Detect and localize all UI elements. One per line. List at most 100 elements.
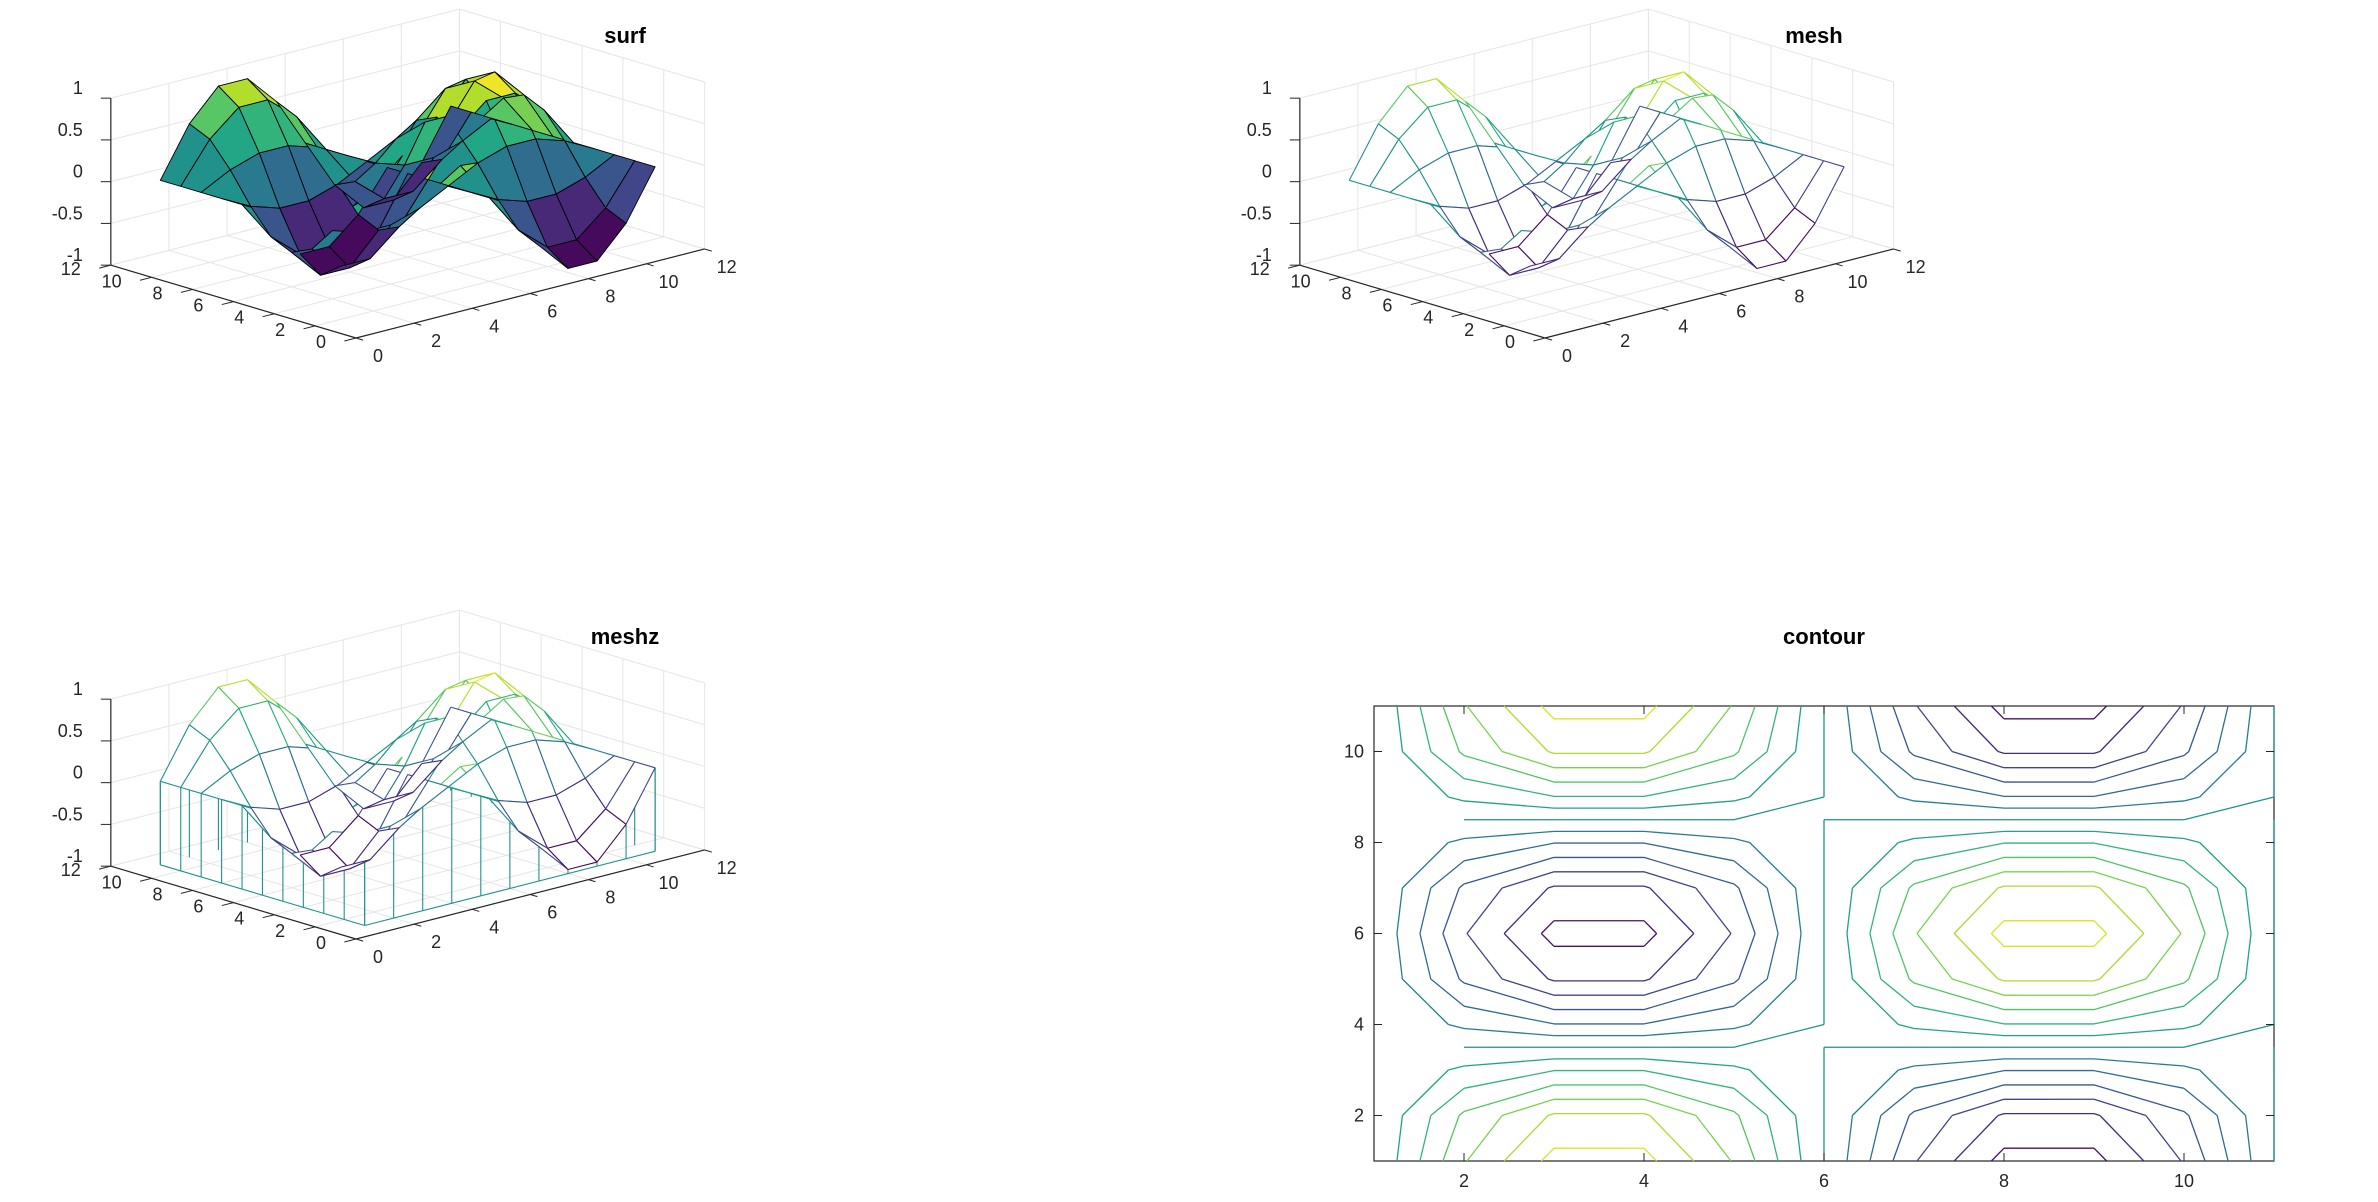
contour-segment xyxy=(1463,1005,1555,1025)
x-tick-label: 4 xyxy=(489,917,499,937)
y-tick xyxy=(139,877,152,882)
mesh-edge xyxy=(1558,226,1589,260)
x-tick-label: 2 xyxy=(1620,331,1630,351)
y-tick xyxy=(1410,301,1423,306)
contour-segment xyxy=(1547,978,1555,982)
mesh-edge xyxy=(462,718,493,743)
contour-segment xyxy=(1649,933,1695,980)
mesh-edge xyxy=(1712,94,1743,137)
mesh-edge xyxy=(477,746,507,765)
mesh-edge xyxy=(296,717,327,751)
contour-segment xyxy=(1649,1115,1695,1162)
mesh-edge xyxy=(1721,129,1743,137)
contour-segment xyxy=(1913,1027,2005,1037)
mesh-face xyxy=(1427,99,1478,154)
contour-level xyxy=(1466,705,2182,1162)
contour-segment xyxy=(1892,933,1910,980)
contour-segment xyxy=(2093,978,2101,982)
mesh-edge xyxy=(1715,201,1738,248)
x-tick-label: 8 xyxy=(1794,287,1804,307)
z-tick-label: -0.5 xyxy=(52,203,83,223)
y-tick-label: 4 xyxy=(1354,1015,1364,1035)
contour-segment xyxy=(1913,982,2005,1011)
x-tick xyxy=(355,938,364,942)
mesh-edge xyxy=(1604,88,1635,121)
contour-segment xyxy=(1913,1005,2005,1025)
contour-segment xyxy=(1733,978,1768,1007)
mesh-edge xyxy=(1564,162,1594,166)
mesh-edge xyxy=(1468,200,1498,209)
x-tick-label: 10 xyxy=(658,272,678,292)
mesh-edge xyxy=(1637,162,1667,187)
contour-segment xyxy=(1913,754,2005,783)
surf-surface xyxy=(159,71,656,276)
mesh-edge xyxy=(1509,265,1531,276)
mesh-face xyxy=(1378,86,1428,140)
contour-segment xyxy=(1547,885,1555,889)
y-tick-label: 4 xyxy=(234,909,244,929)
mesh-edge xyxy=(1509,267,1539,276)
contour-segment xyxy=(2183,796,2200,802)
mesh-edge xyxy=(1480,251,1510,276)
mesh-face xyxy=(1419,153,1469,209)
contour-segment xyxy=(2093,1058,2185,1067)
mesh-face xyxy=(305,744,356,786)
mesh-edge xyxy=(1785,222,1816,262)
mesh-face xyxy=(201,770,251,808)
mesh-edge xyxy=(547,840,577,849)
contour-segment xyxy=(2183,1087,2218,1117)
mesh-edge xyxy=(491,718,513,726)
contour-segment xyxy=(1913,1069,2005,1089)
mesh-face xyxy=(1672,98,1722,131)
contour-segment xyxy=(1501,978,1555,996)
contour-segment xyxy=(1733,978,1740,984)
mesh-edge xyxy=(526,802,549,849)
mesh-edge xyxy=(320,868,350,877)
mesh-edge xyxy=(489,798,519,832)
mesh-edge xyxy=(523,695,545,712)
mesh-edge xyxy=(1543,162,1565,182)
mesh-edge xyxy=(296,717,318,749)
contour-level xyxy=(1466,705,2182,1162)
mesh-face xyxy=(576,808,627,863)
chart-title: meshz xyxy=(591,624,659,649)
contour-segment xyxy=(1951,978,2005,996)
mesh-edge xyxy=(1369,138,1400,187)
contour-segment xyxy=(1463,856,1555,885)
contour-segment xyxy=(1851,751,1899,798)
z-tick-label: 0 xyxy=(1262,162,1272,182)
mesh-edge xyxy=(188,686,219,726)
x-tick-label: 2 xyxy=(1459,1171,1469,1191)
mesh-edge xyxy=(250,806,280,810)
contour-segment xyxy=(1913,778,2005,798)
mesh-edge xyxy=(1692,97,1722,131)
contour-segment xyxy=(1733,750,1768,780)
mesh-face xyxy=(288,746,338,802)
contour-segment xyxy=(1643,933,1658,947)
mesh-edge xyxy=(1753,140,1775,178)
y-tick-label: 2 xyxy=(1464,320,1474,340)
contour-segment xyxy=(1396,1115,1404,1162)
mesh-edge xyxy=(1692,94,1714,99)
mesh-edge xyxy=(555,794,578,842)
x-tick-label: 8 xyxy=(605,888,615,908)
mesh-edge xyxy=(1663,71,1685,82)
mesh-edge xyxy=(1707,229,1729,247)
mesh-edge xyxy=(258,753,281,810)
mesh-edge xyxy=(159,724,190,782)
contour-segment xyxy=(1990,1147,2005,1162)
mesh-edge xyxy=(218,686,240,709)
contour-segment xyxy=(2145,933,2182,980)
contour-segment xyxy=(2183,837,2200,844)
mesh-edge xyxy=(1389,169,1420,193)
contour-segment xyxy=(1540,933,1555,947)
x-tick-label: 2 xyxy=(431,331,441,351)
mesh-face xyxy=(189,687,239,741)
mesh-edge xyxy=(1663,80,1693,99)
surface-patch xyxy=(547,239,598,269)
contour-segment xyxy=(1547,750,1555,754)
mesh-edge xyxy=(1552,199,1582,209)
curtain-base xyxy=(160,864,365,927)
x-tick xyxy=(704,849,712,853)
mesh-surface xyxy=(1348,71,1845,276)
